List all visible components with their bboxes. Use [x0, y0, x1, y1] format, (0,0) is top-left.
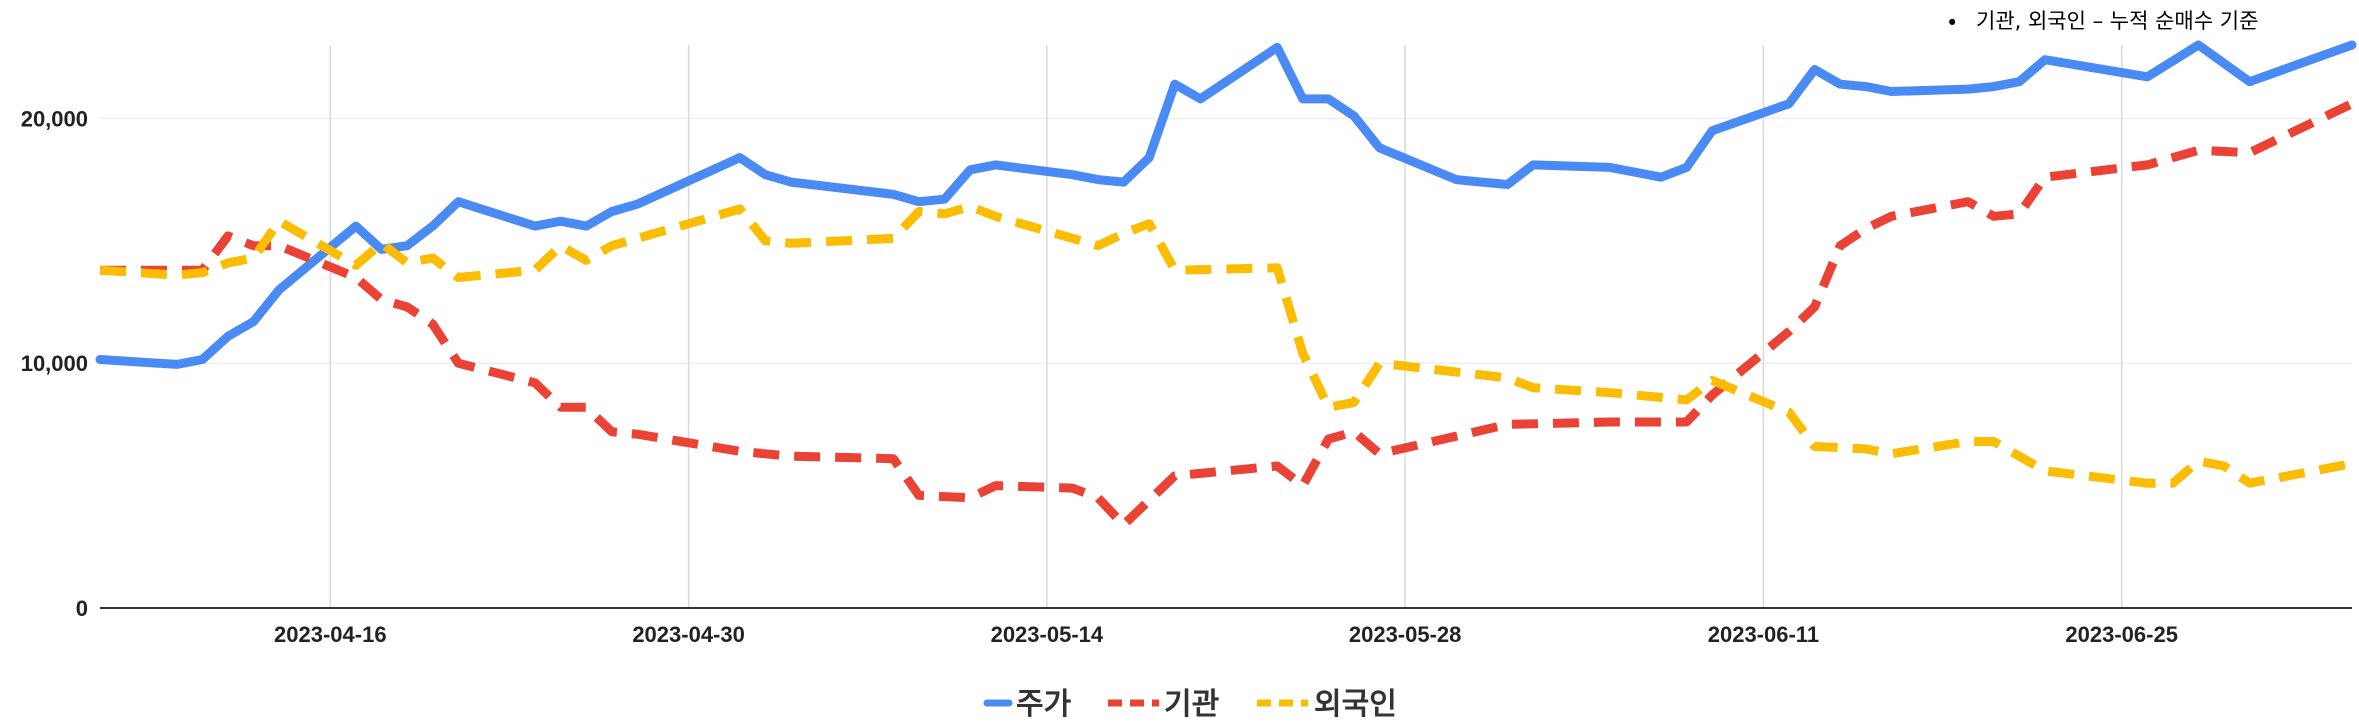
x-tick-label: 2023-04-30 — [632, 622, 745, 647]
legend-label: 외국인 — [1314, 687, 1397, 722]
note-text: 기관, 외국인 – 누적 순매수 기준 — [1976, 9, 2258, 33]
series-line-3 — [99, 202, 2353, 488]
axes: 0 10,000 20,000 2023-04-16 2023-04-30 2023-05… — [21, 106, 2352, 647]
series-line-2 — [100, 99, 2354, 530]
y-tick-label: 0 — [76, 596, 88, 621]
x-tick-label: 2023-04-16 — [274, 622, 387, 647]
legend-label: 기관 — [1164, 687, 1219, 722]
note-box: • 기관, 외국인 – 누적 순매수 기준 — [1946, 9, 2258, 35]
x-tick-label: 2023-06-25 — [2065, 622, 2178, 647]
x-tick-label: 2023-05-28 — [1349, 622, 1462, 647]
x-tick-label: 2023-06-11 — [1708, 622, 1819, 647]
legend: 주가 기관 외국인 — [983, 687, 1397, 722]
note-bullet: • — [1946, 11, 1958, 35]
series-line-1 — [95, 40, 2357, 369]
y-tick-label: 20,000 — [21, 106, 88, 131]
x-tick-label: 2023-05-14 — [991, 622, 1104, 647]
y-tick-label: 10,000 — [21, 351, 88, 376]
series-lines — [95, 40, 2357, 530]
legend-label: 주가 — [1016, 687, 1072, 722]
